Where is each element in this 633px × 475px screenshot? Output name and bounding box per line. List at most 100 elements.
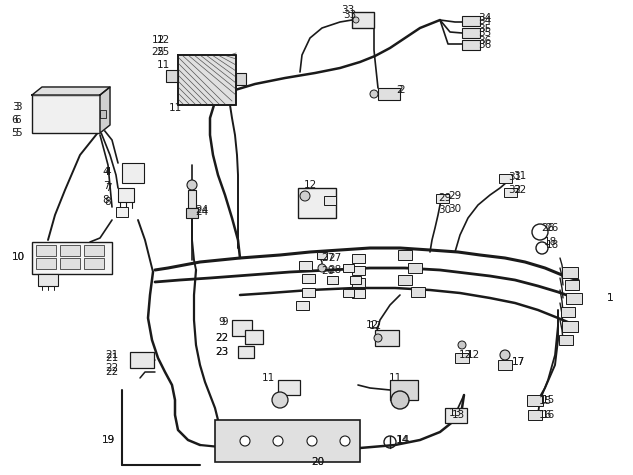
Text: 30: 30 (439, 205, 451, 215)
Text: 31: 31 (508, 172, 522, 182)
Text: 27: 27 (329, 253, 342, 263)
Bar (215, 420, 360, 462)
Text: 13: 13 (451, 410, 465, 420)
Bar (236, 73, 246, 85)
Text: 33: 33 (341, 5, 354, 15)
Bar (455, 353, 469, 363)
Polygon shape (100, 87, 110, 133)
Text: 12: 12 (365, 320, 379, 330)
Text: 4: 4 (103, 167, 110, 177)
Text: 10: 10 (11, 252, 25, 262)
Text: 2: 2 (397, 85, 403, 95)
Bar (301, 287, 315, 296)
Bar (122, 163, 144, 183)
Bar (186, 208, 198, 218)
Bar (116, 207, 128, 217)
Bar (352, 12, 374, 28)
Circle shape (272, 392, 288, 408)
Circle shape (370, 90, 378, 98)
Text: 19: 19 (101, 435, 115, 445)
Text: 30: 30 (448, 204, 461, 214)
Text: 12: 12 (458, 350, 472, 360)
Bar (559, 335, 573, 345)
Bar (411, 287, 425, 297)
Text: 31: 31 (513, 171, 527, 181)
Polygon shape (32, 87, 110, 95)
Bar (462, 16, 480, 26)
Circle shape (273, 436, 283, 446)
Bar (32, 242, 112, 274)
Circle shape (187, 180, 197, 190)
Circle shape (318, 264, 326, 272)
Text: 8: 8 (104, 197, 111, 207)
Bar (166, 70, 178, 82)
Bar (398, 275, 412, 285)
Text: 29: 29 (448, 191, 461, 201)
Text: 8: 8 (103, 195, 110, 205)
Bar (351, 288, 365, 297)
Bar (60, 245, 80, 256)
Bar (36, 245, 56, 256)
Circle shape (391, 391, 409, 409)
Text: 11: 11 (389, 373, 401, 383)
Text: 12: 12 (467, 350, 480, 360)
Bar (84, 258, 104, 269)
Bar (561, 307, 575, 317)
Bar (296, 301, 308, 310)
Text: 11: 11 (261, 373, 275, 383)
Bar (84, 245, 104, 256)
Text: 25: 25 (156, 47, 170, 57)
Bar (299, 260, 311, 269)
Text: 18: 18 (543, 237, 556, 247)
Text: 6: 6 (11, 115, 18, 125)
Bar (32, 95, 100, 133)
Text: 24: 24 (196, 207, 209, 217)
Text: 9: 9 (218, 317, 225, 327)
Bar (351, 254, 365, 263)
Text: 14: 14 (396, 435, 410, 445)
Bar (398, 250, 412, 260)
Bar (118, 188, 134, 202)
Circle shape (240, 436, 250, 446)
Bar (527, 395, 543, 406)
Bar (38, 274, 58, 286)
Text: 9: 9 (222, 317, 229, 327)
Bar (462, 40, 480, 50)
Text: 22: 22 (215, 333, 229, 343)
Circle shape (458, 341, 466, 349)
Bar (390, 380, 418, 400)
Text: 17: 17 (511, 357, 525, 367)
Bar (342, 264, 353, 272)
Text: 3: 3 (15, 102, 22, 112)
Text: 11: 11 (156, 60, 170, 70)
Bar (36, 258, 56, 269)
Text: 15: 15 (541, 395, 555, 405)
Circle shape (500, 350, 510, 360)
Text: 22: 22 (105, 367, 118, 377)
Bar (100, 110, 106, 118)
Text: 18: 18 (546, 240, 559, 250)
Bar (130, 352, 154, 368)
Bar (232, 320, 252, 336)
Text: 12: 12 (156, 35, 170, 45)
Text: 34: 34 (479, 13, 492, 23)
Text: 2: 2 (399, 85, 405, 95)
Bar (178, 55, 236, 105)
Text: 11: 11 (168, 103, 182, 113)
Text: 5: 5 (11, 128, 18, 138)
Text: 12: 12 (368, 321, 382, 331)
Circle shape (340, 436, 350, 446)
Text: 34: 34 (479, 16, 492, 26)
Bar (445, 408, 467, 423)
Bar (462, 28, 480, 38)
Bar (562, 266, 578, 277)
Bar (375, 330, 399, 346)
Bar (408, 263, 422, 273)
Text: 32: 32 (513, 185, 527, 195)
Text: 1: 1 (606, 293, 613, 303)
Text: 5: 5 (15, 128, 22, 138)
Circle shape (300, 191, 310, 201)
Text: 6: 6 (15, 115, 22, 125)
Text: 15: 15 (539, 396, 551, 406)
Bar (324, 196, 336, 205)
